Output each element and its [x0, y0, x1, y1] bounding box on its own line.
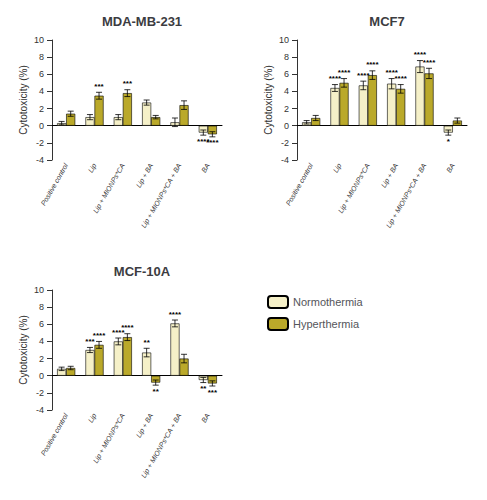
svg-text:****: ****: [366, 60, 379, 69]
svg-text:****: ****: [93, 331, 106, 340]
svg-text:4: 4: [39, 336, 44, 346]
svg-text:Lip + BA: Lip + BA: [135, 412, 155, 439]
svg-text:Normothermia: Normothermia: [293, 296, 364, 308]
svg-text:6: 6: [39, 69, 44, 79]
svg-text:4: 4: [39, 86, 44, 96]
svg-text:-2: -2: [36, 388, 44, 398]
svg-text:***: ***: [94, 82, 104, 91]
svg-text:**: **: [144, 338, 151, 347]
svg-text:Lip + MIONPs*CA + BA: Lip + MIONPs*CA + BA: [385, 162, 429, 230]
svg-text:****: ****: [121, 323, 134, 332]
svg-text:Lip + BA: Lip + BA: [135, 162, 155, 189]
svg-text:****: ****: [357, 71, 370, 80]
svg-text:Cytotoxicity (%): Cytotoxicity (%): [18, 65, 29, 134]
svg-text:-4: -4: [36, 155, 44, 165]
svg-text:BA: BA: [445, 162, 456, 174]
svg-text:***: ***: [208, 388, 218, 397]
svg-text:Lip: Lip: [87, 162, 99, 174]
svg-text:2: 2: [39, 104, 44, 114]
svg-text:-4: -4: [281, 155, 289, 165]
svg-text:2: 2: [284, 104, 289, 114]
svg-text:Lip + MIONPs*CA: Lip + MIONPs*CA: [92, 412, 127, 465]
svg-text:*: *: [447, 137, 451, 146]
svg-text:Lip: Lip: [87, 412, 99, 424]
svg-text:8: 8: [39, 52, 44, 62]
svg-text:Cytotoxicity (%): Cytotoxicity (%): [18, 315, 29, 384]
svg-text:-2: -2: [36, 138, 44, 148]
svg-text:**: **: [153, 387, 160, 396]
svg-text:0: 0: [39, 121, 44, 131]
svg-text:Lip + MIONPs*CA + BA: Lip + MIONPs*CA + BA: [140, 162, 184, 230]
svg-text:***: ***: [123, 79, 133, 88]
svg-text:**: **: [200, 384, 207, 393]
svg-text:MCF7: MCF7: [369, 14, 404, 29]
svg-text:2: 2: [39, 354, 44, 364]
svg-text:8: 8: [284, 52, 289, 62]
svg-text:-4: -4: [36, 405, 44, 415]
svg-text:10: 10: [34, 35, 44, 45]
svg-text:4: 4: [284, 86, 289, 96]
svg-text:0: 0: [39, 371, 44, 381]
svg-text:10: 10: [279, 35, 289, 45]
svg-text:BA: BA: [200, 162, 211, 174]
svg-text:10: 10: [34, 285, 44, 295]
svg-text:****: ****: [206, 138, 219, 147]
svg-text:****: ****: [394, 74, 407, 83]
svg-text:Positive control: Positive control: [284, 162, 314, 207]
svg-text:6: 6: [284, 69, 289, 79]
svg-text:Lip + BA: Lip + BA: [380, 162, 400, 189]
svg-text:MCF-10A: MCF-10A: [114, 264, 171, 279]
svg-text:0: 0: [284, 121, 289, 131]
svg-text:MDA-MB-231: MDA-MB-231: [102, 14, 182, 29]
svg-text:Cytotoxicity (%): Cytotoxicity (%): [263, 65, 274, 134]
svg-text:Lip: Lip: [332, 162, 344, 174]
svg-text:Positive control: Positive control: [39, 162, 69, 207]
svg-text:Lip + MIONPs*CA: Lip + MIONPs*CA: [337, 162, 372, 215]
svg-text:****: ****: [423, 58, 436, 67]
svg-text:Lip + MIONPs*CA + BA: Lip + MIONPs*CA + BA: [140, 412, 184, 480]
svg-text:8: 8: [39, 302, 44, 312]
svg-text:Lip + MIONPs*CA: Lip + MIONPs*CA: [92, 162, 127, 215]
svg-text:6: 6: [39, 319, 44, 329]
svg-text:Hyperthermia: Hyperthermia: [293, 318, 360, 330]
svg-text:-2: -2: [281, 138, 289, 148]
svg-text:BA: BA: [200, 412, 211, 424]
svg-text:****: ****: [169, 310, 182, 319]
svg-text:****: ****: [338, 68, 351, 77]
svg-text:Positive control: Positive control: [39, 412, 69, 457]
